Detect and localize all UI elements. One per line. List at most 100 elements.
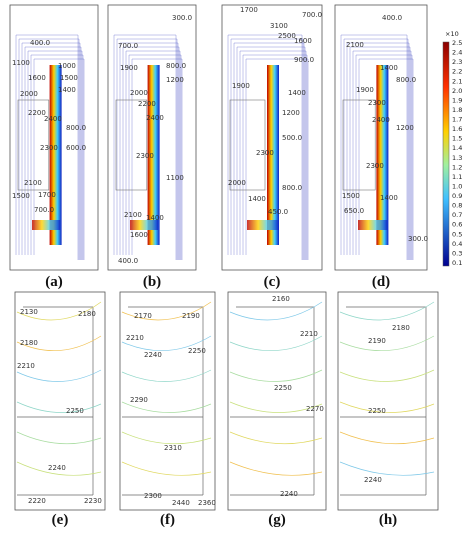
contour-label: 2400: [372, 116, 390, 124]
contour-label: 2300: [366, 162, 384, 170]
colorbar-label: 0.1: [452, 259, 462, 267]
contour-label: 2400: [44, 115, 62, 123]
colorbar-label: 1.4: [452, 144, 462, 152]
contour-label: 700.0: [302, 11, 322, 19]
contour-line: [340, 462, 434, 475]
contour-label: 1200: [282, 109, 300, 117]
contour-line: [340, 336, 434, 351]
panel: 2170219022102240225022902310230024402360…: [120, 292, 216, 528]
contour-label: 2400: [146, 114, 164, 122]
panel-label: (f): [160, 512, 175, 528]
contour-label: 1500: [12, 192, 30, 200]
contour-label: 2300: [368, 99, 386, 107]
colorbar-label: 1.9: [452, 96, 462, 104]
colorbar: [443, 42, 449, 266]
colorbar-label: 0.6: [452, 221, 462, 229]
contour-label: 400.0: [30, 39, 50, 47]
contour-label: 1000: [58, 62, 76, 70]
colorbar-label: 0.5: [452, 230, 462, 238]
figure: ×102.52.42.32.22.12.01.91.81.71.61.51.41…: [0, 0, 467, 533]
contour-label: 2250: [66, 407, 84, 415]
contour-label: 1400: [146, 214, 164, 222]
structure: [230, 100, 265, 190]
field-band: [32, 220, 60, 230]
contour-label: 1400: [380, 194, 398, 202]
contour-label: 2130: [20, 308, 38, 316]
panel: 300.0700.0800.01900120020002200240023001…: [108, 5, 196, 290]
colorbar-label: 2.0: [452, 87, 462, 95]
contour-label: 2190: [182, 312, 200, 320]
structure: [116, 100, 147, 190]
contour-label: 2000: [228, 179, 246, 187]
contour-label: 2300: [256, 149, 274, 157]
contour-label: 300.0: [172, 14, 192, 22]
contour-label: 700.0: [34, 206, 54, 214]
contour-label: 1700: [240, 6, 258, 14]
panel-label: (c): [264, 274, 281, 290]
colorbar-label: 2.4: [452, 49, 462, 57]
contour-label: 2190: [368, 337, 386, 345]
colorbar-label: 2.3: [452, 58, 462, 66]
contour-label: 2300: [144, 492, 162, 500]
contour-label: 2300: [40, 144, 58, 152]
colorbar-label: 1.0: [452, 182, 462, 190]
contour-line: [122, 370, 211, 382]
contour-label: 1900: [356, 86, 374, 94]
contour-label: 2100: [24, 179, 42, 187]
contour-label: 2310: [164, 444, 182, 452]
contour-label: 2180: [392, 324, 410, 332]
contour-label: 1400: [248, 195, 266, 203]
contour-label: 800.0: [396, 76, 416, 84]
colorbar-label: 1.7: [452, 116, 462, 124]
contour-label: 2000: [130, 89, 148, 97]
contour-label: 1100: [12, 59, 30, 67]
contour-label: 1100: [166, 174, 184, 182]
panel: 1700700.0310025001600900.019001400120050…: [222, 5, 322, 290]
contour-label: 2000: [20, 90, 38, 98]
panel-label: (d): [372, 274, 390, 290]
contour-line: [230, 370, 322, 382]
contour-label: 2230: [84, 497, 102, 505]
field-band: [247, 220, 279, 230]
contour-line: [230, 302, 322, 320]
panel-label: (b): [143, 274, 161, 290]
contour-label: 500.0: [282, 134, 302, 142]
contour-label: 1400: [288, 89, 306, 97]
panel-label: (h): [379, 512, 397, 528]
contour-line: [122, 432, 211, 444]
colorbar-label: 2.2: [452, 68, 462, 76]
contour-label: 2210: [17, 362, 35, 370]
field-band: [376, 65, 388, 245]
colorbar-label: 1.6: [452, 125, 462, 133]
panel-label: (g): [268, 512, 286, 528]
colorbar-label: 0.9: [452, 192, 462, 200]
contour-line: [340, 432, 434, 444]
contour-label: 400.0: [382, 14, 402, 22]
colorbar-multiplier: ×10: [445, 30, 459, 38]
contour-label: 1600: [294, 37, 312, 45]
contour-label: 2240: [144, 351, 162, 359]
colorbar-label: 1.3: [452, 154, 462, 162]
contour-label: 2440: [172, 499, 190, 507]
contour-label: 1200: [166, 76, 184, 84]
contour-label: 650.0: [344, 207, 364, 215]
panel-label: (e): [52, 512, 69, 528]
contour-label: 2220: [28, 497, 46, 505]
contour-line: [340, 402, 434, 413]
contour-label: 2360: [198, 499, 216, 507]
panel-frame: [228, 292, 326, 510]
contour-label: 2100: [346, 41, 364, 49]
contour-label: 2300: [136, 152, 154, 160]
contour-line: [230, 336, 322, 351]
contour-label: 900.0: [294, 56, 314, 64]
panel-frame: [338, 292, 438, 510]
contour-label: 2100: [124, 211, 142, 219]
colorbar-label: 0.7: [452, 211, 462, 219]
contour-line: [17, 370, 101, 382]
contour-label: 2180: [20, 339, 38, 347]
contour-label: 1500: [342, 192, 360, 200]
contour-label: 2270: [306, 405, 324, 413]
